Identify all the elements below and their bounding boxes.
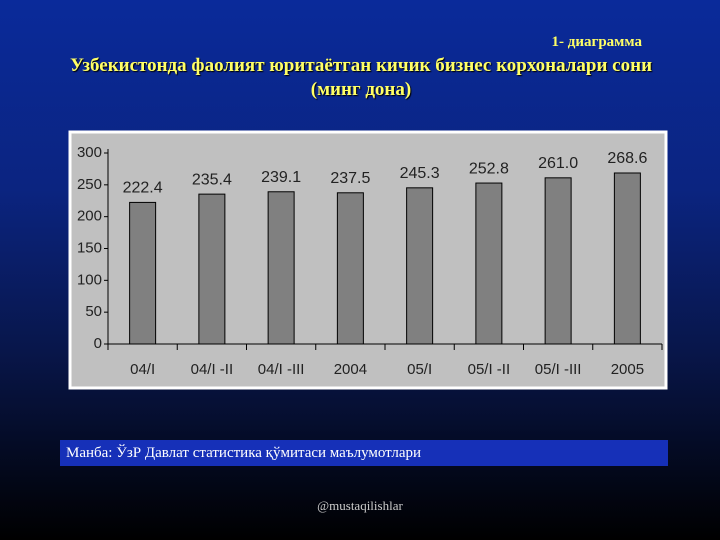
diagram-label: 1- диаграмма	[551, 34, 642, 50]
credit: @mustaqilishlar	[317, 498, 403, 513]
bar	[129, 201, 157, 345]
x-tick-label: 05/I	[407, 361, 432, 378]
x-tick-label: 05/I -III	[535, 361, 582, 378]
bar	[267, 191, 295, 345]
value-label: 239.1	[261, 169, 301, 186]
bar	[406, 187, 434, 345]
x-tick-label: 04/I -II	[191, 361, 234, 378]
y-tick-label: 0	[94, 335, 102, 352]
value-label: 222.4	[123, 180, 163, 197]
value-label: 261.0	[538, 155, 578, 172]
y-tick-label: 200	[77, 208, 102, 225]
y-tick-label: 50	[85, 303, 102, 320]
value-label: 268.6	[607, 150, 647, 167]
x-tick-label: 04/I	[130, 361, 155, 378]
value-label: 245.3	[400, 165, 440, 182]
bar	[544, 177, 572, 345]
source-note: Манба: ЎзР Давлат статистика қўмитаси ма…	[60, 440, 668, 466]
x-tick-label: 2005	[611, 361, 644, 378]
y-tick-label: 100	[77, 271, 102, 288]
chart-title: Узбекистонда фаолият юритаётган кичик би…	[70, 55, 653, 100]
x-tick-label: 2004	[334, 361, 367, 378]
x-tick-label: 04/I -III	[258, 361, 305, 378]
x-tick-label: 05/I -II	[468, 361, 511, 378]
bar	[475, 182, 503, 345]
bar	[336, 192, 364, 345]
y-tick-label: 150	[77, 239, 102, 256]
y-tick-label: 300	[77, 144, 102, 161]
value-label: 235.4	[192, 171, 232, 188]
bar	[198, 193, 226, 345]
value-label: 252.8	[469, 160, 509, 177]
value-label: 237.5	[330, 170, 370, 187]
y-tick-label: 250	[77, 176, 102, 193]
bar	[613, 172, 641, 345]
